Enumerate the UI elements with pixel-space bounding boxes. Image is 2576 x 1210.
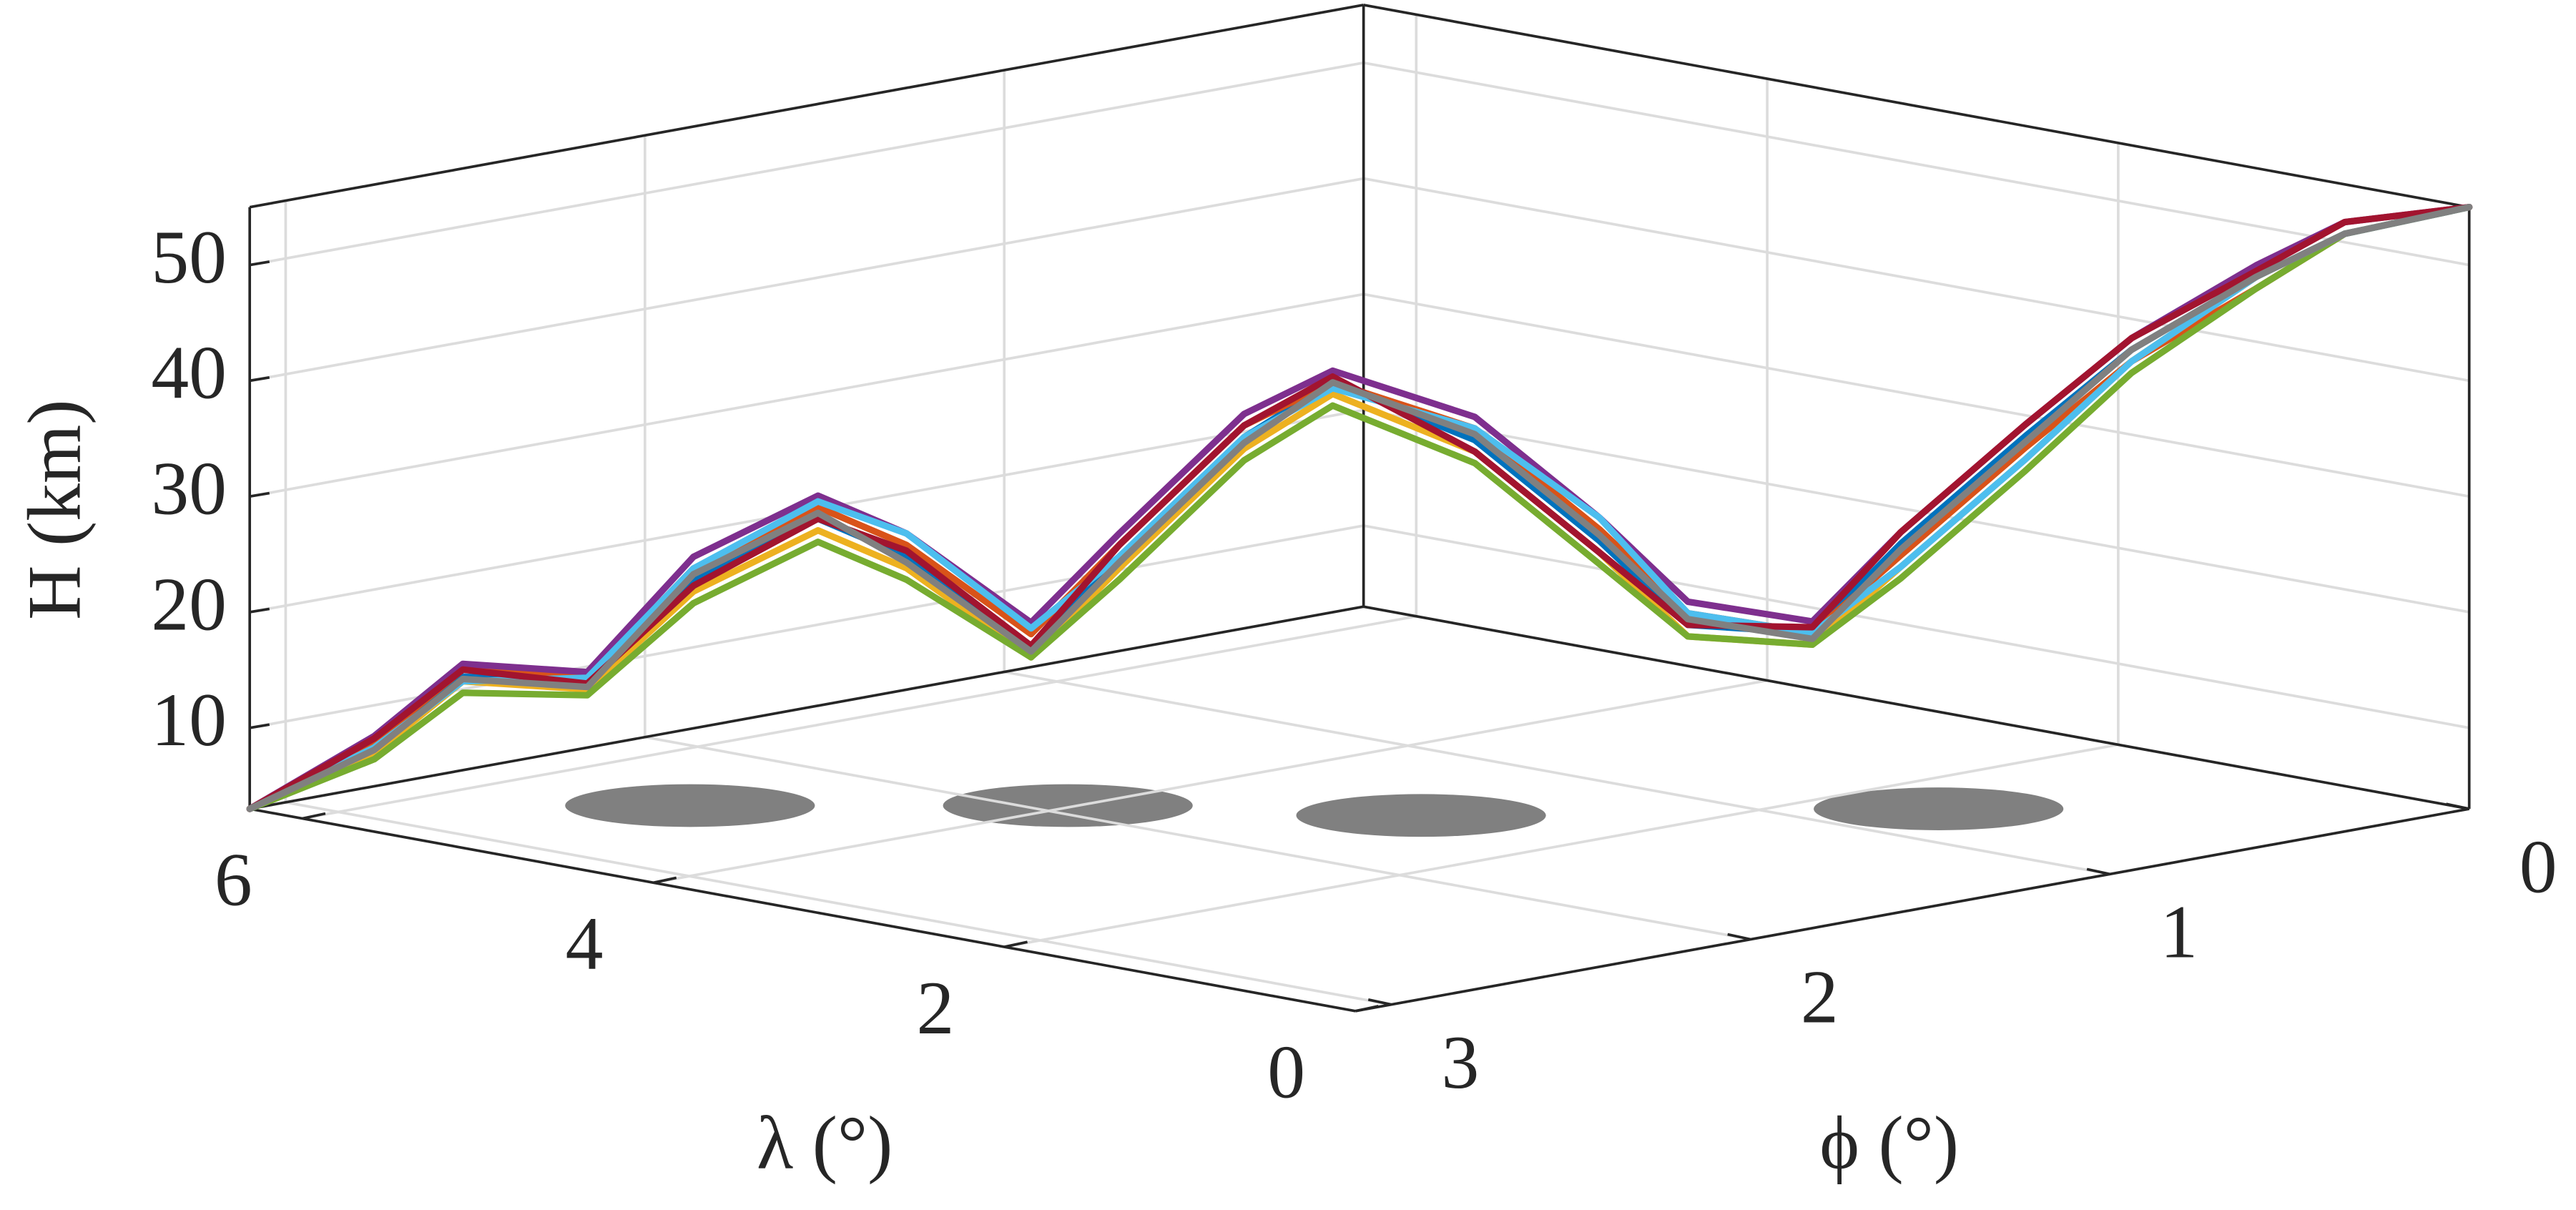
grid-line [653, 679, 1768, 885]
trajectory [246, 204, 2473, 812]
x-tick-label: 4 [566, 902, 604, 985]
tick-mark [2086, 867, 2110, 876]
tick-mark [249, 260, 270, 267]
tick-mark [249, 491, 270, 498]
y-tick-label: 1 [2160, 890, 2198, 973]
x-tick-label: 2 [916, 966, 954, 1050]
floor-marker [565, 784, 815, 827]
axis-edge [1363, 4, 2470, 209]
axis-edge [249, 605, 1364, 810]
z-axis-label: H (km) [13, 399, 97, 619]
z-tick-label: 40 [151, 331, 227, 415]
tick-mark [2446, 802, 2470, 810]
y-tick-label: 0 [2520, 825, 2557, 908]
tick-mark [1355, 1005, 1379, 1013]
tick-mark [1004, 940, 1028, 948]
axis-edge [1363, 605, 2470, 810]
grid-line [1003, 670, 2110, 876]
trajectory [246, 204, 2473, 812]
grid-line [249, 61, 1364, 267]
y-tick-label: 3 [1441, 1020, 1479, 1104]
axis-edge [249, 807, 1356, 1013]
x-tick-label: 0 [1267, 1031, 1305, 1114]
grid-line [249, 177, 1364, 383]
x-tick-label: 6 [215, 837, 252, 921]
z-tick-label: 50 [151, 215, 227, 299]
y-tick-label: 2 [1801, 955, 1839, 1039]
tick-mark [1367, 998, 1392, 1006]
trajectory [246, 204, 2473, 812]
floor-markers [565, 784, 2064, 837]
trajectory [246, 204, 2473, 812]
axis-edge [249, 4, 1364, 209]
floor-marker [1814, 787, 2064, 830]
tick-mark [249, 375, 270, 383]
trajectory [246, 204, 2473, 812]
trajectory [246, 204, 2473, 812]
grid-line [1363, 408, 2470, 614]
y-axis-label: ϕ (°) [1819, 1101, 1959, 1184]
trajectory [246, 204, 2473, 812]
grid-line [1363, 524, 2470, 729]
tick-mark [249, 723, 270, 729]
grid-line [302, 614, 1417, 820]
trajectory [246, 204, 2473, 812]
tick-mark [249, 607, 270, 614]
grid-line [644, 735, 1751, 941]
z-tick-label: 20 [151, 562, 227, 646]
grid-line [1004, 743, 2119, 948]
floor-marker [1296, 794, 1546, 837]
x-axis-label: λ (°) [757, 1101, 893, 1184]
grid-line [285, 801, 1392, 1006]
z-tick-label: 30 [151, 446, 227, 530]
grid-line [1363, 177, 2470, 383]
tick-mark [302, 812, 326, 820]
grid-line [249, 292, 1364, 498]
grid-line [1363, 292, 2470, 498]
grid-line [1363, 61, 2470, 267]
z-tick-label: 10 [151, 678, 227, 762]
axis-edge [1355, 807, 2470, 1013]
tick-mark [653, 876, 677, 885]
tick-mark [1727, 933, 1751, 941]
